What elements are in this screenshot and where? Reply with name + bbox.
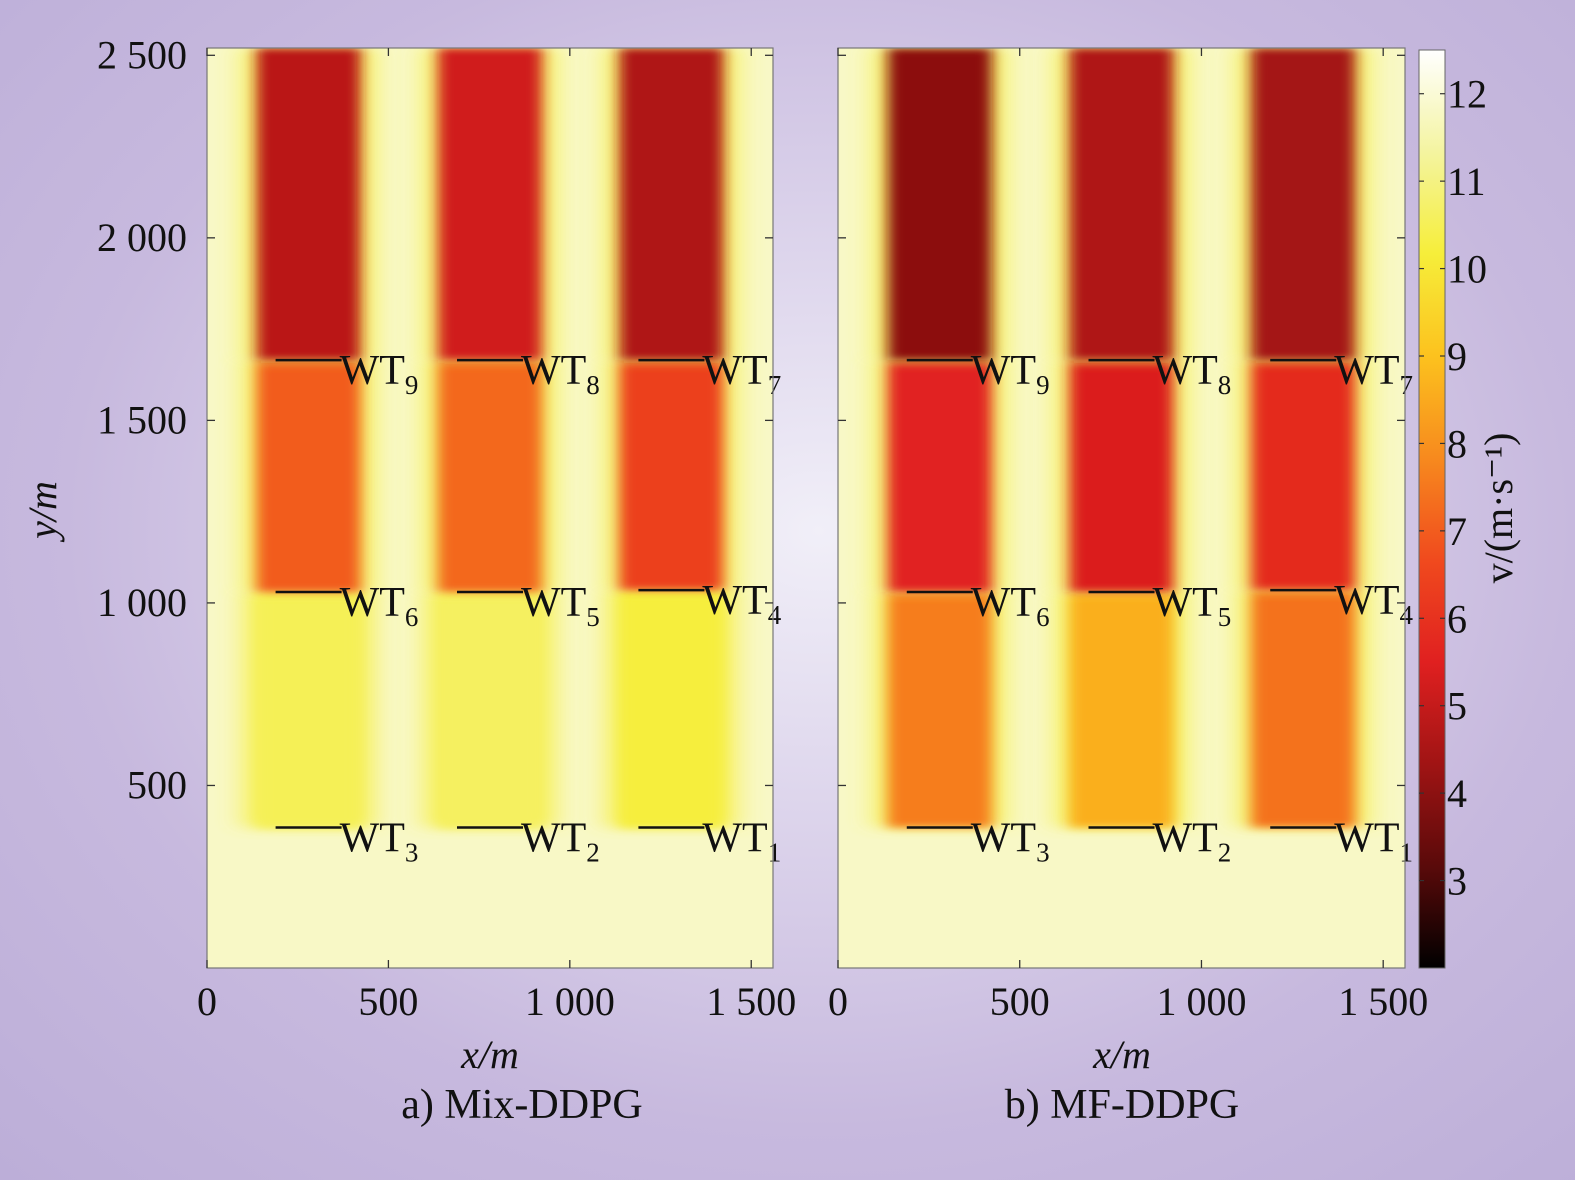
wake-segment [619, 360, 724, 591]
x-tick-label: 500 [990, 979, 1050, 1024]
wake-segment [256, 48, 361, 361]
turbine-1-label: WT1 [1334, 815, 1413, 867]
x-tick-label: 500 [358, 979, 418, 1024]
y-axis-label: y/m [20, 481, 65, 543]
colorbar-tick-label: 7 [1447, 509, 1467, 554]
colorbar-tick-label: 6 [1447, 596, 1467, 641]
wake-segment [438, 591, 542, 828]
y-tick-label: 500 [127, 762, 187, 807]
colorbar-tick-label: 11 [1447, 159, 1486, 204]
plot-frame [837, 47, 1406, 969]
y-tick-label: 2 500 [97, 32, 187, 77]
wake-segment [1251, 590, 1356, 828]
wake-segment [1251, 48, 1356, 361]
wake-segment [887, 360, 992, 592]
colorbar-tick-label: 3 [1447, 859, 1467, 904]
y-tick-label: 2 000 [97, 215, 187, 260]
colorbar-tick-label: 9 [1447, 334, 1467, 379]
colorbar-tick-label: 10 [1447, 247, 1487, 292]
wake-segment [1069, 360, 1174, 592]
wake-segment [438, 360, 542, 592]
wake-segment [1069, 591, 1174, 828]
wake-segment [438, 48, 542, 361]
colorbar-tick-label: 4 [1447, 771, 1467, 816]
caption-b: b) MF-DDPG [1005, 1082, 1240, 1128]
y-tick-label: 1 500 [97, 397, 187, 442]
wake-segment [1069, 48, 1174, 361]
colorbar-tick-label: 12 [1447, 72, 1487, 117]
x-tick-label: 1 500 [706, 979, 796, 1024]
wake-segment [619, 590, 724, 828]
x-tick-label: 0 [197, 979, 217, 1024]
x-axis-label-b: x/m [1092, 1032, 1151, 1077]
turbine-7-label: WT7 [1334, 348, 1413, 400]
wake-segment [887, 48, 992, 361]
x-tick-label: 1 000 [525, 979, 615, 1024]
turbine-5-label: WT5 [521, 580, 600, 632]
x-tick-label: 0 [828, 979, 848, 1024]
turbine-6-label: WT6 [340, 580, 419, 632]
wake-segment [887, 591, 992, 828]
y-tick-label: 1 000 [97, 580, 187, 625]
x-axis-label-a: x/m [460, 1032, 519, 1077]
x-tick-label: 1 500 [1338, 979, 1428, 1024]
wake-segment [256, 591, 361, 828]
colorbar-tick-label: 8 [1447, 421, 1467, 466]
colorbar-gradient [1418, 49, 1446, 969]
x-tick-label: 1 000 [1156, 979, 1246, 1024]
colorbar-tick-label: 5 [1447, 684, 1467, 729]
wake-segment [1251, 360, 1356, 591]
colorbar: 3 4 5 6 7 8 9 10 11 12 [1418, 49, 1487, 969]
colorbar-label: v/(m·s⁻¹) [1476, 433, 1521, 584]
caption-a: a) Mix-DDPG [401, 1082, 642, 1128]
wake-segment [256, 360, 361, 592]
plot-frame [206, 47, 774, 969]
wake-segment [619, 48, 724, 361]
